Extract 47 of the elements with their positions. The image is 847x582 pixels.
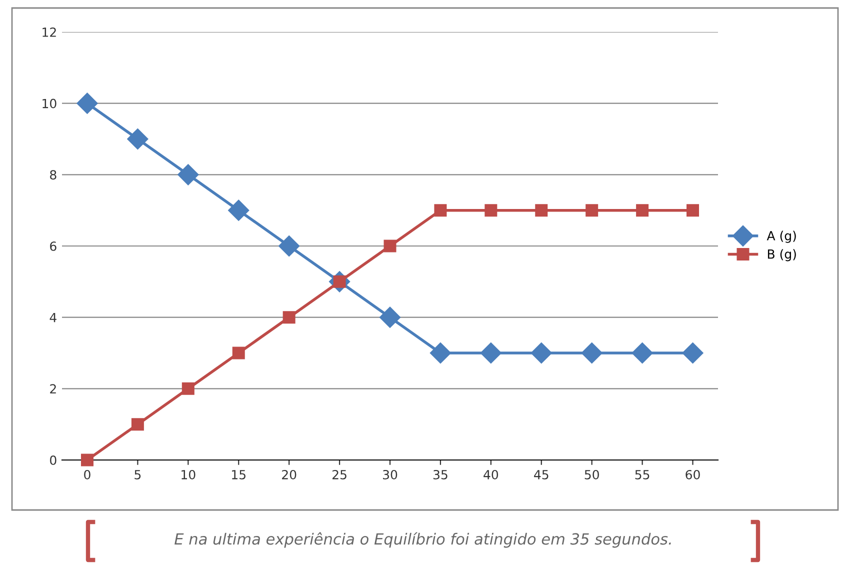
point: [232, 346, 245, 360]
y-tick-label: 12: [42, 27, 56, 37]
x-tick-label: 15: [232, 470, 246, 480]
text: E na ultima experiência o Equilíbrio foi atingido em 35 segundos.: [174, 532, 671, 548]
x-tick-label: 10: [182, 470, 196, 480]
x-tick-label: 40: [484, 470, 498, 480]
y-tick-label: 0: [50, 455, 56, 465]
x-tick-label: 0: [84, 470, 90, 480]
x-tick-label: 45: [534, 470, 548, 480]
point: [178, 164, 199, 186]
point: [131, 418, 144, 431]
x-tick-label: 30: [383, 470, 398, 480]
y-tick-label: 4: [50, 312, 56, 322]
point: [632, 342, 653, 364]
x-tick-label: 25: [332, 470, 346, 480]
x-tick-label: 20: [282, 470, 296, 480]
point: [384, 240, 396, 252]
point: [182, 382, 194, 395]
x-tick-label: 35: [433, 470, 448, 480]
point: [480, 342, 502, 364]
point: [586, 204, 598, 217]
point: [80, 454, 94, 466]
x-tick-label: 60: [686, 470, 700, 480]
point: [127, 128, 148, 150]
point: [535, 204, 548, 217]
point: [278, 235, 300, 257]
point: [530, 342, 552, 364]
legend-label: B (g): [768, 249, 796, 262]
point: [686, 204, 700, 217]
y-tick-label: 6: [50, 241, 56, 251]
y-tick-label: 8: [50, 170, 56, 180]
point: [636, 204, 649, 217]
point: [484, 204, 498, 217]
point: [228, 200, 250, 221]
point: [76, 92, 98, 114]
x-tick-label: 5: [134, 470, 141, 480]
point: [434, 204, 447, 217]
point: [379, 306, 401, 328]
point: [282, 311, 296, 324]
x-tick-label: 50: [584, 470, 599, 480]
point: [581, 342, 602, 364]
point: [682, 342, 704, 364]
legend-label: A (g): [766, 230, 796, 243]
x-tick-label: 55: [635, 470, 650, 480]
y-tick-label: 2: [50, 384, 56, 394]
point: [430, 342, 451, 364]
y-tick-label: 10: [42, 98, 56, 108]
